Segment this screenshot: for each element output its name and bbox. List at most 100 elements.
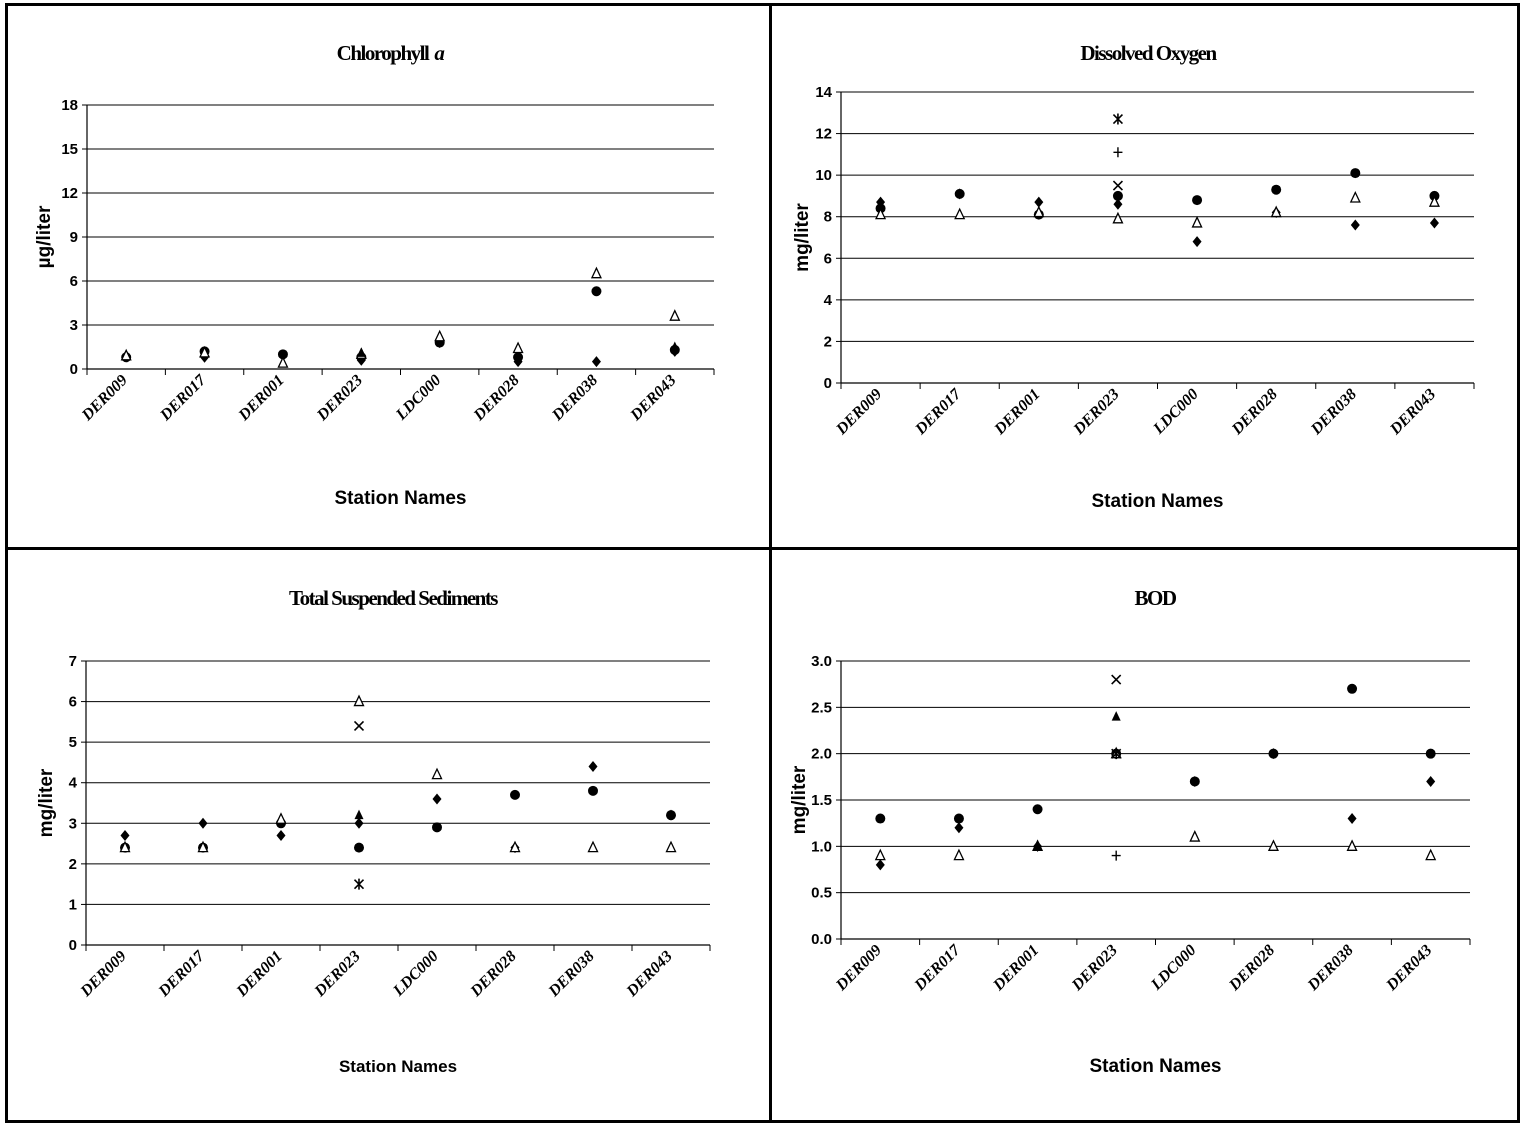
triangle-marker (275, 812, 287, 824)
x-tick-marks (86, 369, 715, 375)
triangle-marker (1191, 215, 1203, 228)
y-tick-label: 0 (70, 361, 78, 378)
x-tick-label: LDC000 (1150, 386, 1202, 438)
x-tick-label: DER043 (623, 948, 676, 1001)
circle-marker (510, 789, 520, 800)
triangle-marker (199, 345, 211, 358)
x-tick-label: DER001 (235, 372, 288, 425)
x-marker (353, 720, 365, 731)
circle-marker (666, 810, 676, 821)
triangle-marker (1349, 190, 1361, 203)
circle-marker (1268, 748, 1279, 759)
circle-marker (875, 813, 886, 824)
triangle-marker (119, 840, 131, 853)
asterisk-marker (1112, 113, 1124, 125)
triangle-marker (875, 207, 887, 220)
asterisk-marker (1111, 748, 1122, 760)
x-axis-title: Station Names (1090, 1056, 1222, 1077)
x-tick-label: LDC000 (390, 948, 442, 1000)
circle-marker (1192, 195, 1203, 206)
chart-title: Chlorophyll a (337, 41, 445, 65)
filled-triangle-marker (356, 347, 366, 357)
y-tick-labels: 0.0 0.5 1.0 1.5 2.0 2.5 3.0 (811, 653, 841, 948)
triangle-marker (512, 341, 524, 354)
x-tick-label: DER017 (912, 385, 966, 439)
x-tick-label: DER023 (1070, 386, 1123, 439)
diamond-marker (276, 829, 286, 841)
circle-marker (277, 349, 288, 360)
triangle-marker (590, 266, 602, 279)
circle-marker (513, 352, 524, 363)
x-tick-label: DER043 (627, 372, 680, 425)
y-tick-label: 1.0 (811, 838, 832, 855)
y-tick-labels: 0 3 6 9 12 15 18 (61, 97, 87, 378)
y-tick-label: 0 (824, 375, 832, 392)
diamond-marker (1429, 217, 1439, 229)
x-tick-label: DER009 (78, 372, 131, 425)
triangle-marker (1112, 211, 1124, 224)
x-tick-label: DER009 (832, 942, 885, 995)
circle-marker (432, 822, 442, 833)
triangle-marker (1189, 830, 1201, 842)
chart-title: Dissolved Oxygen (1080, 41, 1217, 65)
x-tick-label: DER017 (911, 941, 965, 995)
y-tick-label: 8 (824, 209, 832, 226)
y-tick-labels: 0 2 4 6 8 10 12 14 (815, 84, 841, 392)
triangle-marker (874, 848, 886, 861)
filled-triangle-marker (670, 341, 680, 351)
x-tick-label: DER001 (989, 942, 1042, 995)
chart-chlorophyll: Chlorophyll a 0 3 6 9 12 15 18 DER009 DER017 DER001… (34, 41, 715, 509)
circle-marker (591, 286, 602, 297)
x-tick-labels: DER009 DER017 DER001 DER023 LDC000 DER028 DER0… (77, 947, 676, 1001)
triangle-marker (197, 840, 209, 853)
triangle-marker (1428, 195, 1440, 207)
circle-marker (953, 813, 964, 824)
x-marker (1111, 674, 1122, 685)
x-tick-label: DER028 (467, 948, 520, 1001)
vertical-divider (769, 6, 772, 1120)
y-tick-label: 3 (69, 815, 77, 832)
asterisk-marker (353, 878, 365, 890)
y-tick-label: 10 (815, 167, 832, 184)
y-tick-label: 4 (824, 292, 833, 309)
x-tick-label: DER028 (1228, 386, 1281, 439)
y-tick-label: 4 (69, 775, 78, 792)
horizontal-divider (8, 547, 1517, 550)
filled-triangle-marker (1033, 840, 1043, 851)
x-tick-marks (840, 383, 1475, 389)
circle-marker (1350, 168, 1361, 179)
triangle-marker (509, 840, 521, 853)
gridlines (86, 660, 710, 905)
circle-marker (1347, 683, 1358, 694)
diamond-marker (591, 356, 601, 368)
y-tick-label: 0.5 (811, 885, 832, 902)
x-tick-labels: DER009 DER017 DER001 DER023 LDC000 DER028 DER0… (832, 385, 1439, 439)
y-tick-label: 2 (824, 333, 832, 350)
x-tick-label: DER043 (1383, 942, 1436, 995)
y-tick-label: 3 (70, 317, 78, 334)
y-tick-labels: 0 1 2 3 4 5 6 7 (69, 653, 86, 954)
y-tick-label: 6 (69, 694, 77, 711)
circle-marker (1032, 804, 1043, 815)
data-points (875, 113, 1440, 248)
circle-marker (1112, 190, 1123, 201)
y-axis-title: mg/liter (789, 765, 810, 834)
triangle-marker (434, 329, 446, 342)
x-tick-marks (85, 945, 711, 951)
y-tick-label: 0 (69, 937, 77, 954)
triangle-marker (669, 309, 681, 321)
x-tick-label: DER001 (233, 948, 286, 1001)
chart-title-suffix: a (434, 41, 444, 65)
diamond-marker (588, 760, 598, 772)
circle-marker (588, 785, 598, 796)
y-tick-label: 9 (70, 229, 78, 246)
triangle-marker (120, 348, 132, 361)
data-points (874, 674, 1437, 871)
y-tick-label: 6 (824, 250, 832, 267)
gridlines (87, 104, 714, 326)
triangle-marker (665, 840, 677, 853)
diamond-marker (1426, 775, 1436, 787)
x-tick-label: DER017 (156, 371, 210, 425)
